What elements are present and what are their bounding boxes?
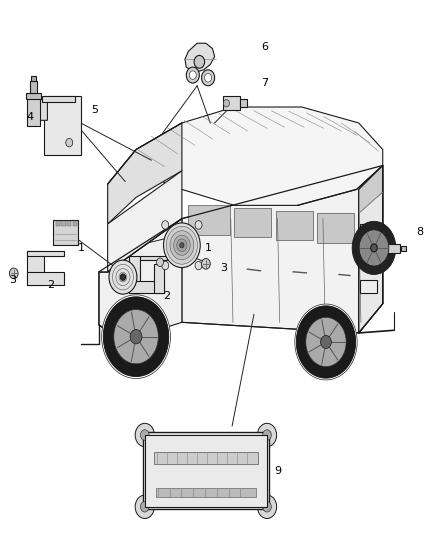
Text: 7: 7 xyxy=(261,78,268,88)
Polygon shape xyxy=(306,318,346,367)
Circle shape xyxy=(141,430,149,440)
Bar xyxy=(56,221,60,226)
Polygon shape xyxy=(103,297,169,376)
Polygon shape xyxy=(99,219,182,341)
Circle shape xyxy=(10,268,18,279)
Circle shape xyxy=(156,258,163,266)
Circle shape xyxy=(66,139,73,147)
Bar xyxy=(145,435,267,507)
Polygon shape xyxy=(234,208,272,237)
Polygon shape xyxy=(27,272,64,285)
Circle shape xyxy=(170,231,194,260)
Circle shape xyxy=(141,502,149,512)
Circle shape xyxy=(130,329,142,344)
Bar xyxy=(31,76,35,81)
Circle shape xyxy=(359,230,389,266)
Polygon shape xyxy=(130,256,141,293)
Text: 3: 3 xyxy=(10,275,16,285)
Bar xyxy=(53,220,78,245)
Polygon shape xyxy=(188,205,230,235)
Text: 4: 4 xyxy=(27,111,34,122)
Circle shape xyxy=(205,74,212,82)
Polygon shape xyxy=(114,310,158,364)
Circle shape xyxy=(263,502,272,512)
Polygon shape xyxy=(130,281,164,293)
Circle shape xyxy=(173,235,190,255)
Polygon shape xyxy=(296,306,356,378)
Bar xyxy=(360,224,369,256)
Text: 1: 1 xyxy=(78,243,85,253)
Polygon shape xyxy=(108,171,182,272)
Circle shape xyxy=(201,70,215,86)
Circle shape xyxy=(135,423,154,447)
Circle shape xyxy=(180,243,184,248)
Text: 1: 1 xyxy=(205,243,212,253)
Bar xyxy=(61,221,66,226)
Polygon shape xyxy=(317,213,354,243)
Circle shape xyxy=(109,260,137,294)
Polygon shape xyxy=(276,211,313,240)
Text: 5: 5 xyxy=(91,104,98,115)
Bar xyxy=(401,246,406,251)
Text: 9: 9 xyxy=(274,466,282,476)
Text: 3: 3 xyxy=(220,263,227,272)
Polygon shape xyxy=(33,96,47,120)
Bar xyxy=(26,93,41,99)
Circle shape xyxy=(162,221,169,229)
Polygon shape xyxy=(153,264,164,293)
Polygon shape xyxy=(108,123,182,224)
Circle shape xyxy=(120,274,126,280)
Polygon shape xyxy=(295,304,357,380)
Circle shape xyxy=(194,55,205,68)
Circle shape xyxy=(223,100,230,107)
Circle shape xyxy=(352,221,396,274)
Bar xyxy=(360,280,378,293)
Bar xyxy=(143,432,269,510)
Bar xyxy=(384,245,388,251)
Bar xyxy=(387,244,400,253)
Polygon shape xyxy=(359,165,383,213)
Bar xyxy=(240,99,247,107)
Circle shape xyxy=(195,261,202,270)
Bar xyxy=(153,452,258,464)
Text: 6: 6 xyxy=(261,42,268,52)
Circle shape xyxy=(177,239,187,252)
Circle shape xyxy=(321,335,331,349)
Text: 8: 8 xyxy=(416,227,424,237)
Polygon shape xyxy=(42,96,75,102)
Bar xyxy=(29,81,37,93)
Polygon shape xyxy=(185,43,215,72)
Bar xyxy=(223,96,240,110)
Bar xyxy=(155,488,256,497)
Circle shape xyxy=(186,67,199,83)
Circle shape xyxy=(166,226,198,264)
Bar xyxy=(73,221,77,226)
Polygon shape xyxy=(108,107,383,205)
Polygon shape xyxy=(102,295,170,378)
Polygon shape xyxy=(27,251,44,285)
Circle shape xyxy=(263,430,272,440)
Circle shape xyxy=(371,244,377,252)
Circle shape xyxy=(189,71,196,79)
Circle shape xyxy=(195,221,202,229)
Circle shape xyxy=(201,259,210,269)
Circle shape xyxy=(258,495,277,519)
Bar xyxy=(27,96,40,126)
Bar xyxy=(67,221,71,226)
Circle shape xyxy=(258,423,277,447)
Circle shape xyxy=(163,223,200,268)
Bar xyxy=(44,96,81,155)
Circle shape xyxy=(135,495,154,519)
Polygon shape xyxy=(359,165,383,333)
Text: 2: 2 xyxy=(47,280,54,290)
Circle shape xyxy=(162,261,169,270)
Polygon shape xyxy=(27,251,64,256)
Polygon shape xyxy=(141,256,166,260)
Text: 2: 2 xyxy=(163,290,170,301)
Polygon shape xyxy=(182,165,383,333)
